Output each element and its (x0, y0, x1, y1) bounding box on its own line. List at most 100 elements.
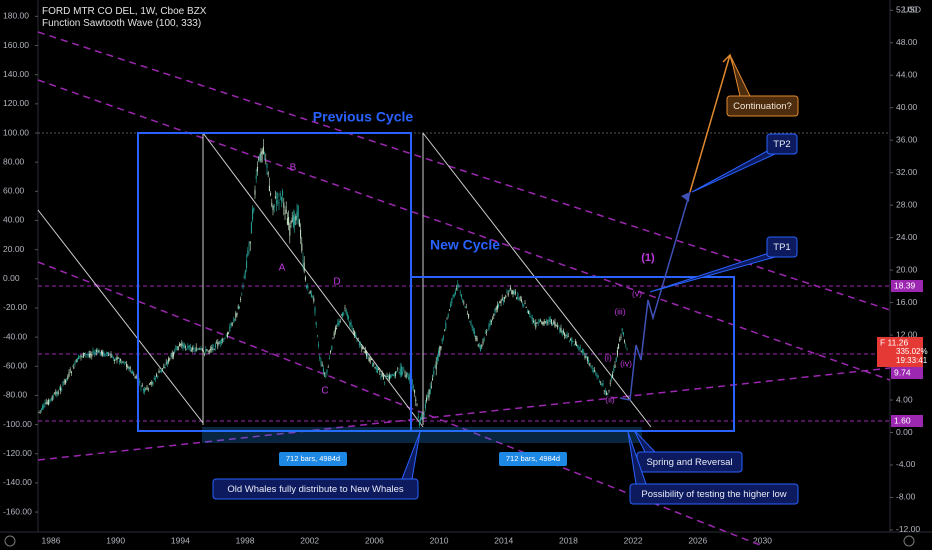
candle-body (405, 374, 407, 378)
candle-body (267, 172, 269, 175)
candle-body (556, 325, 558, 328)
candle-body (183, 343, 185, 348)
candle-body (392, 374, 394, 376)
candle-body (484, 333, 486, 334)
candle-body (218, 343, 220, 345)
right-axis-tick: 16.00 (896, 297, 918, 307)
projection-path (619, 191, 691, 401)
left-axis-tick: 120.00 (3, 98, 29, 108)
candle-body (432, 378, 434, 380)
candle-body (531, 317, 533, 321)
candle-body (460, 294, 462, 298)
candle-body (553, 320, 555, 324)
candle-body (594, 370, 596, 372)
candle-body (537, 322, 539, 324)
candle-body (378, 368, 380, 370)
candle-body (452, 295, 454, 297)
settings-icon (903, 535, 915, 547)
candle-body (393, 374, 395, 376)
candle-body (349, 322, 351, 325)
candle-body (248, 245, 250, 247)
left-axis-tick: -20.00 (3, 302, 27, 312)
channel-line (37, 367, 891, 461)
candle-body (344, 307, 346, 309)
candle-body (309, 290, 311, 294)
candle-body (546, 320, 548, 324)
candle-body (480, 345, 482, 351)
price-label-box (891, 367, 923, 379)
candle-body (200, 348, 202, 350)
candle-body (456, 288, 458, 290)
candle-body (339, 320, 341, 322)
candle-body (42, 405, 44, 410)
candle-body (412, 386, 414, 388)
candle-body (61, 389, 63, 390)
candle-body (180, 343, 182, 346)
candle-body (394, 372, 396, 376)
callout-text: Spring and Reversal (646, 457, 732, 468)
candle-body (46, 402, 48, 404)
candle-body (72, 365, 74, 367)
candle-body (516, 297, 518, 299)
candle-body (584, 355, 586, 358)
candle-body (621, 328, 623, 332)
candle-body (49, 399, 51, 401)
candle-body (506, 291, 508, 293)
candle-body (613, 368, 615, 372)
candle-body (160, 369, 162, 372)
candle-body (246, 260, 248, 269)
candle-body (400, 366, 402, 376)
symbol-title[interactable]: FORD MTR CO DEL, 1W, Cboe BZX (42, 6, 207, 17)
candle-body (121, 361, 123, 364)
candle-body (486, 331, 488, 333)
candle-body (490, 320, 492, 323)
price-label-box (891, 280, 923, 292)
channel-line (37, 261, 761, 546)
candle-body (524, 303, 526, 304)
candle-body (592, 370, 594, 372)
candle-body (477, 344, 479, 346)
right-axis-tick: 28.00 (896, 199, 918, 209)
candle-body (547, 322, 549, 324)
candle-body (513, 291, 515, 295)
callout-text: Possibility of testing the higher low (641, 489, 786, 500)
callout-box (766, 133, 798, 155)
candle-body (488, 324, 490, 329)
candle-body (230, 323, 232, 326)
candle-body (76, 358, 78, 363)
candle-body (270, 193, 272, 196)
candle-body (194, 350, 196, 352)
candle-body (157, 376, 159, 377)
candle-body (433, 370, 435, 376)
candle-body (81, 356, 83, 358)
indicator-title[interactable]: Function Sawtooth Wave (100, 333) (42, 18, 202, 29)
candle-body (508, 291, 510, 293)
candle-body (351, 328, 353, 330)
candle-body (561, 331, 563, 335)
right-axis-tick: 52.00 (896, 5, 918, 15)
candle-body (440, 346, 442, 349)
candle-body (436, 355, 438, 361)
candle-body (232, 319, 234, 321)
candle-body (427, 395, 429, 398)
candle-body (596, 374, 598, 377)
candle-body (322, 368, 324, 373)
candle-body (103, 351, 105, 356)
candle-body (118, 360, 120, 363)
candle-body (39, 410, 41, 412)
channel-line (37, 79, 891, 381)
candle-body (348, 316, 350, 319)
callout-box (629, 483, 799, 505)
candle-body (385, 377, 387, 379)
candle-body (153, 378, 155, 380)
candle-body (105, 352, 107, 355)
candle-body (559, 327, 561, 332)
candle-body (534, 322, 536, 324)
candle-body (106, 352, 108, 354)
candle-body (43, 404, 45, 408)
candle-body (211, 347, 213, 351)
candle-body (109, 354, 111, 356)
candle-body (360, 344, 362, 346)
candle-body (445, 323, 447, 329)
